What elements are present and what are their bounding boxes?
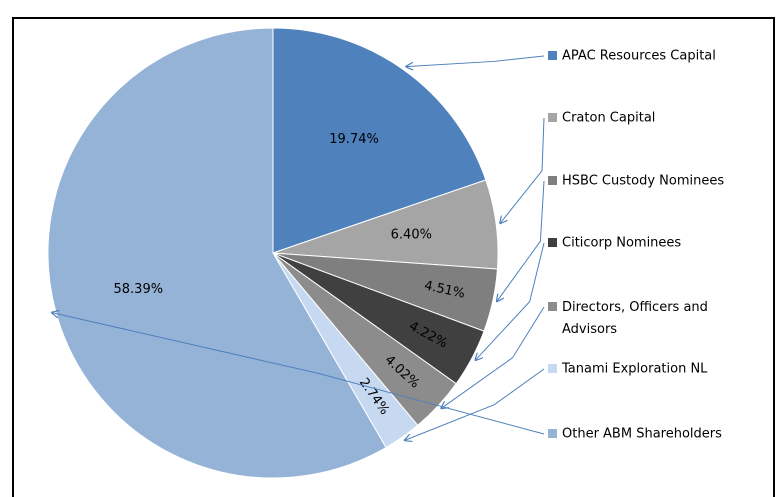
legend-swatch (548, 364, 557, 373)
data-label: 19.74% (329, 132, 379, 147)
pie-slice (272, 27, 487, 254)
legend-line: Directors, Officers and (562, 300, 708, 315)
leader-line (405, 368, 545, 440)
legend-label: Directors, Officers and Advisors (562, 300, 708, 337)
legend-label: Tanami Exploration NL (561, 362, 708, 377)
legend-swatch (548, 51, 557, 60)
data-label: 58.39% (114, 282, 164, 297)
leader-line (500, 117, 545, 223)
legend-label: Craton Capital (562, 111, 655, 126)
legend-swatch (548, 302, 557, 311)
legend-swatch (548, 238, 557, 247)
leader-line (406, 55, 545, 67)
legend-line: Advisors (562, 322, 617, 337)
legend-label: Other ABM Shareholders (562, 427, 722, 442)
legend-label: APAC Resources Capital (562, 49, 716, 64)
leader-line (475, 242, 545, 360)
leader-line (497, 180, 545, 301)
legend-swatch (548, 429, 557, 438)
legend-label: HSBC Custody Nominees (562, 174, 724, 189)
data-label: 6.40% (391, 227, 432, 242)
leader-line (52, 313, 545, 435)
leader-line (441, 306, 545, 408)
legend-label: Citicorp Nominees (562, 236, 681, 251)
legend-swatch (548, 176, 557, 185)
legend-swatch (548, 113, 557, 122)
